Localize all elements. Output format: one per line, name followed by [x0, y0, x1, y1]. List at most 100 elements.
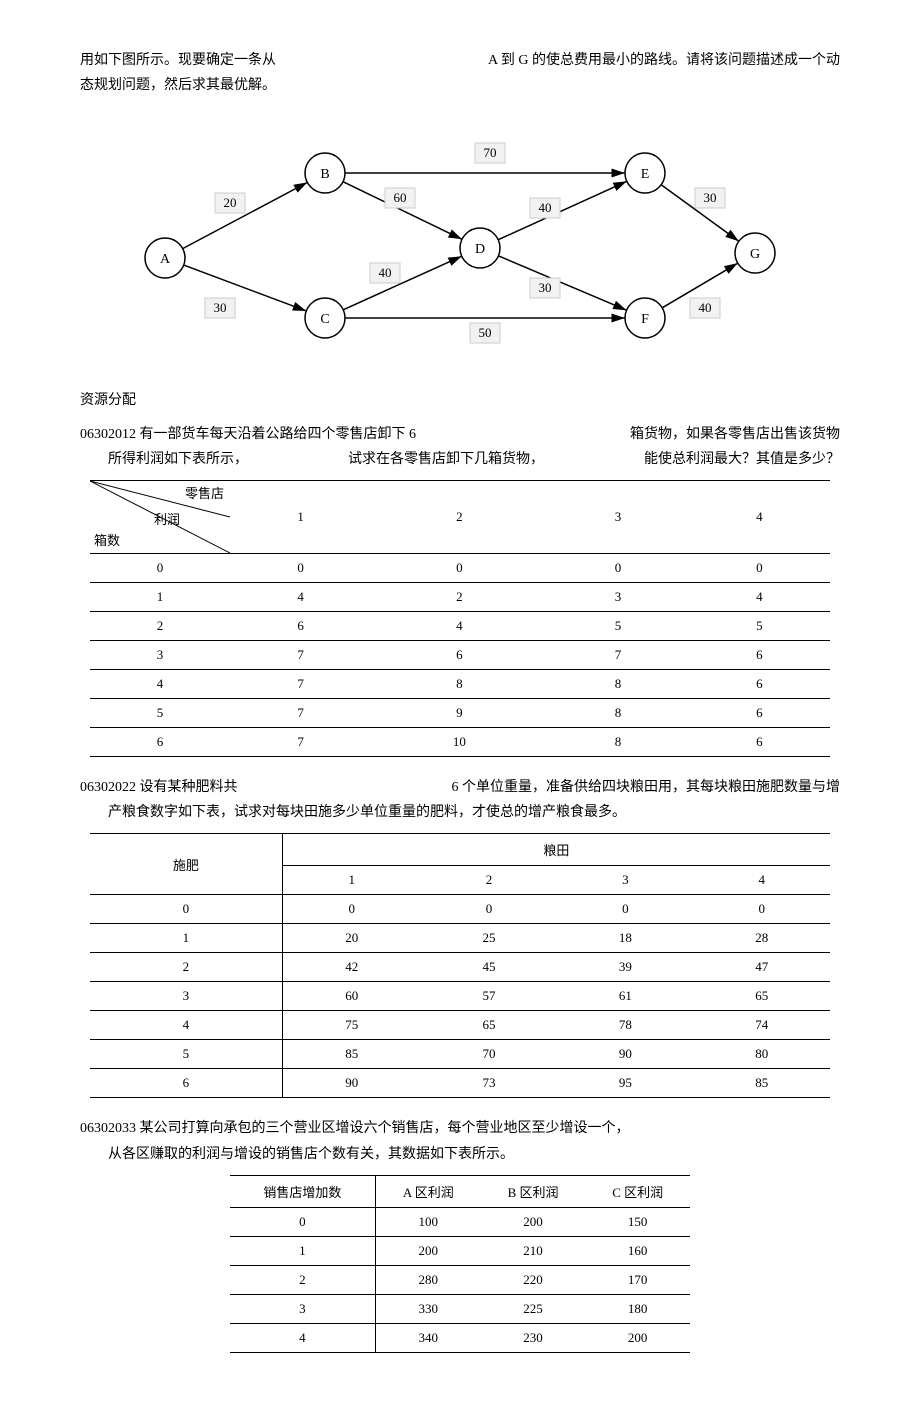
- stores-table: 销售店增加数A 区利润B 区利润C 区利润0100200150120021016…: [230, 1175, 690, 1353]
- table1-cell: 7: [547, 640, 688, 669]
- table2-cell: 47: [694, 953, 830, 982]
- table2-cell: 90: [282, 1069, 420, 1098]
- table1-col-header: 1: [230, 480, 371, 553]
- table2-cell: 28: [694, 924, 830, 953]
- table2-row-header: 6: [90, 1069, 282, 1098]
- table2-cell: 95: [557, 1069, 693, 1098]
- edge-D-F: [498, 256, 626, 310]
- edge-D-E: [498, 182, 627, 240]
- table2-row-header: 5: [90, 1040, 282, 1069]
- table3-header: B 区利润: [481, 1175, 586, 1207]
- table2-row-header: 0: [90, 895, 282, 924]
- table3-header: A 区利润: [375, 1175, 480, 1207]
- prob2-line2: 产粮食数字如下表，试求对每块田施多少单位重量的肥料，才使总的增产粮食最多。: [80, 800, 626, 825]
- edge-label: 30: [704, 190, 717, 205]
- table1-row-header: 4: [90, 669, 230, 698]
- prob1-line2b: 试求在各零售店卸下几箱货物，: [348, 447, 544, 472]
- table3-cell: 225: [481, 1294, 586, 1323]
- table3-header: C 区利润: [585, 1175, 690, 1207]
- table1-cell: 6: [230, 611, 371, 640]
- prob1-line2: 所得利润如下表所示， 试求在各零售店卸下几箱货物， 能使总利润最大？其值是多少？: [80, 447, 840, 472]
- intro-line2: 态规划问题，然后求其最优解。: [80, 78, 276, 93]
- table2-cell: 60: [282, 982, 420, 1011]
- table2-cell: 18: [557, 924, 693, 953]
- table2-cell: 61: [557, 982, 693, 1011]
- table3-header: 销售店增加数: [230, 1175, 375, 1207]
- prob3-line1: 06302033 某公司打算向承包的三个营业区增设六个销售店，每个营业地区至少增…: [80, 1116, 840, 1141]
- table3-cell: 170: [585, 1265, 690, 1294]
- table1-cell: 3: [547, 582, 688, 611]
- table1-cell: 7: [230, 727, 371, 756]
- fertilizer-table: 施肥粮田123400000120251828242453947360576165…: [90, 833, 830, 1098]
- table2-col-header: 4: [694, 866, 830, 895]
- section-title: 资源分配: [80, 388, 840, 413]
- table3-cell: 200: [375, 1236, 480, 1265]
- prob1-line1b: 箱货物，如果各零售店出售该货物: [630, 422, 840, 447]
- node-label: D: [475, 242, 485, 257]
- edge-label: 60: [394, 190, 407, 205]
- table2-cell: 65: [421, 1011, 557, 1040]
- table1-cell: 6: [689, 640, 830, 669]
- table2-cell: 85: [694, 1069, 830, 1098]
- table3-cell: 280: [375, 1265, 480, 1294]
- table3-cell: 220: [481, 1265, 586, 1294]
- table1-row-header: 1: [90, 582, 230, 611]
- table3-row-header: 2: [230, 1265, 375, 1294]
- table2-cell: 75: [282, 1011, 420, 1040]
- table3-row-header: 1: [230, 1236, 375, 1265]
- table1-cell: 5: [547, 611, 688, 640]
- table2-cell: 57: [421, 982, 557, 1011]
- prob2-line1a: 06302022 设有某种肥料共: [80, 775, 238, 800]
- table1-cell: 0: [689, 553, 830, 582]
- problem1-text: 06302012 有一部货车每天沿着公路给四个零售店卸下 6 箱货物，如果各零售…: [80, 422, 840, 472]
- table3-cell: 150: [585, 1207, 690, 1236]
- table1-cell: 0: [230, 553, 371, 582]
- table1-cell: 8: [371, 669, 547, 698]
- table2-cell: 0: [557, 895, 693, 924]
- table2-cell: 65: [694, 982, 830, 1011]
- table2-col-header: 1: [282, 866, 420, 895]
- node-label: A: [160, 252, 171, 267]
- table1-cell: 8: [547, 727, 688, 756]
- table1-row-header: 0: [90, 553, 230, 582]
- intro-para: 用如下图所示。现要确定一条从 A 到 G 的使总费用最小的路线。请将该问题描述成…: [80, 48, 840, 98]
- table1-cell: 4: [230, 582, 371, 611]
- table2-left-header: 施肥: [90, 834, 282, 895]
- table2-cell: 45: [421, 953, 557, 982]
- intro-line1b: A 到 G 的使总费用最小的路线。请将该问题描述成一个动: [488, 48, 840, 73]
- table1-row-header: 6: [90, 727, 230, 756]
- table2-cell: 25: [421, 924, 557, 953]
- prob2-line1: 06302022 设有某种肥料共 6 个单位重量，准备供给四块粮田用，其每块粮田…: [80, 775, 840, 800]
- node-label: G: [750, 247, 760, 262]
- table1-cell: 7: [230, 640, 371, 669]
- table3-cell: 210: [481, 1236, 586, 1265]
- table1-col-header: 4: [689, 480, 830, 553]
- edge-A-C: [184, 265, 307, 311]
- table2-cell: 42: [282, 953, 420, 982]
- table3-cell: 330: [375, 1294, 480, 1323]
- table1-cell: 10: [371, 727, 547, 756]
- node-label: B: [320, 167, 329, 182]
- table2-cell: 70: [421, 1040, 557, 1069]
- table2-cell: 80: [694, 1040, 830, 1069]
- table1-cell: 5: [689, 611, 830, 640]
- table2-row-header: 3: [90, 982, 282, 1011]
- edge-label: 40: [539, 200, 552, 215]
- profit-table: 零售店利润箱数123400000142342645537676478865798…: [90, 480, 830, 757]
- table1-cell: 6: [689, 698, 830, 727]
- table2-cell: 85: [282, 1040, 420, 1069]
- table1-cell: 8: [547, 669, 688, 698]
- table2-cell: 39: [557, 953, 693, 982]
- edge-label: 30: [539, 280, 552, 295]
- table2-col-header: 3: [557, 866, 693, 895]
- edge-label: 50: [479, 325, 492, 340]
- table3-row-header: 0: [230, 1207, 375, 1236]
- intro-line1: 用如下图所示。现要确定一条从 A 到 G 的使总费用最小的路线。请将该问题描述成…: [80, 48, 840, 73]
- prob1-line1: 06302012 有一部货车每天沿着公路给四个零售店卸下 6 箱货物，如果各零售…: [80, 422, 840, 447]
- edge-label: 20: [224, 195, 237, 210]
- table3-cell: 200: [481, 1207, 586, 1236]
- table2-row-header: 4: [90, 1011, 282, 1040]
- page: 用如下图所示。现要确定一条从 A 到 G 的使总费用最小的路线。请将该问题描述成…: [0, 0, 920, 1411]
- table3-cell: 100: [375, 1207, 480, 1236]
- table3-row-header: 3: [230, 1294, 375, 1323]
